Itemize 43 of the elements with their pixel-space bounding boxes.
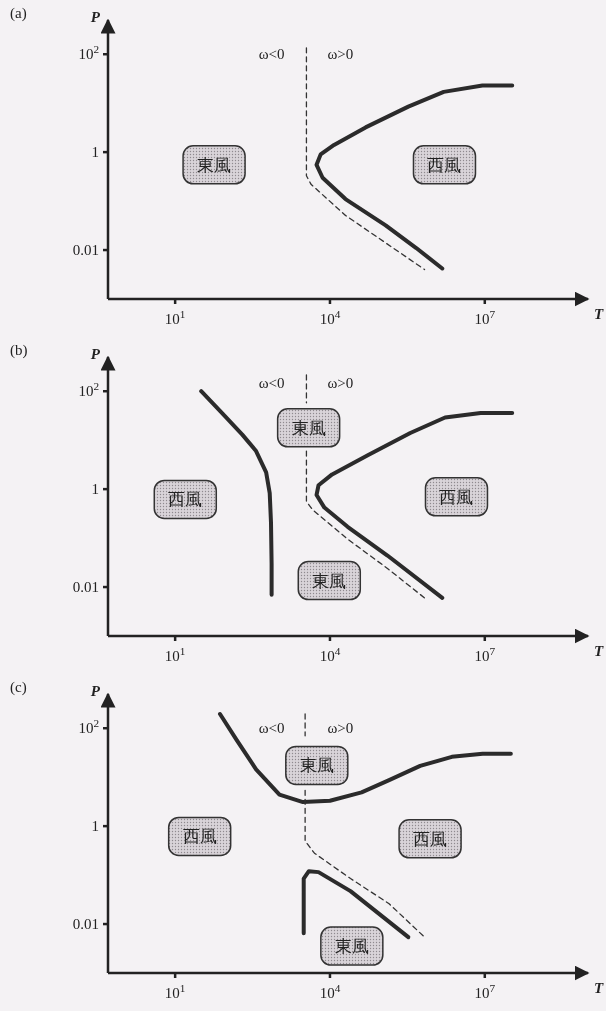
annotation: 西風 [168, 489, 203, 510]
x-tick-label: 10$^{7}$ [474, 645, 496, 664]
annotation: ω>0 [327, 720, 354, 737]
chart-title: (a) [10, 5, 27, 22]
x-tick-label: 10$^{1}$ [164, 982, 186, 1001]
y-tick-label: 1 [91, 144, 99, 161]
y-axis-title: P [90, 683, 101, 699]
annotation: 東風 [299, 755, 334, 776]
annotation: 東風 [334, 936, 369, 957]
annotation: ω>0 [327, 374, 354, 391]
y-tick-label: 0.01 [72, 242, 99, 259]
x-axis-title: T [594, 643, 604, 659]
y-axis-title: P [90, 346, 101, 362]
x-axis-title: T [594, 306, 604, 322]
y-tick-label: 10$^{2}$ [78, 717, 99, 737]
annotation: 東風 [197, 154, 232, 175]
x-tick-label: 10$^{1}$ [164, 645, 186, 664]
y-axis-title: P [90, 9, 101, 25]
x-tick-label: 10$^{7}$ [474, 308, 496, 327]
y-tick-label: 10$^{2}$ [78, 380, 99, 400]
annotation: 西風 [439, 486, 474, 507]
chart-title: (c) [10, 679, 27, 696]
y-tick-label: 1 [91, 818, 99, 835]
annotation: ω<0 [258, 374, 285, 391]
annotation: 西風 [427, 154, 462, 175]
annotation: 東風 [312, 570, 347, 591]
y-tick-label: 0.01 [72, 579, 99, 596]
y-tick-label: 10$^{2}$ [78, 43, 99, 63]
annotation: ω<0 [258, 720, 285, 737]
annotation: 東風 [291, 417, 326, 438]
y-tick-label: 1 [91, 481, 99, 498]
annotation: ω<0 [258, 46, 285, 63]
y-tick-label: 0.01 [72, 916, 99, 933]
x-axis-title: T [594, 980, 604, 996]
x-tick-label: 10$^{4}$ [319, 982, 341, 1001]
annotation: 西風 [413, 828, 448, 849]
x-tick-label: 10$^{4}$ [319, 308, 341, 327]
x-tick-label: 10$^{7}$ [474, 982, 496, 1001]
x-tick-label: 10$^{4}$ [319, 645, 341, 664]
annotation: ω>0 [327, 46, 354, 63]
annotation: 西風 [182, 826, 217, 847]
chart-title: (b) [10, 342, 28, 359]
x-tick-label: 10$^{1}$ [164, 308, 186, 327]
